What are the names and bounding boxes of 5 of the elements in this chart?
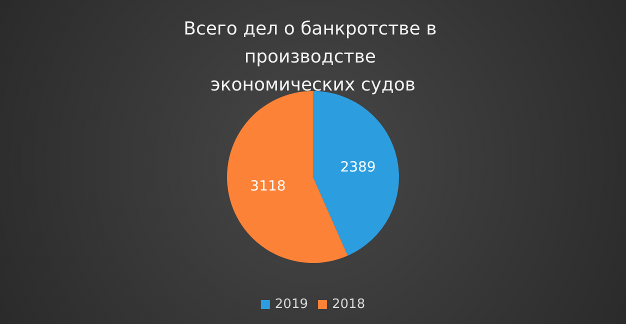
legend-label: 2019 bbox=[274, 297, 308, 312]
legend-label: 2018 bbox=[332, 297, 366, 312]
chart-title: Всего дел о банкротстве в производстве экономических судов bbox=[184, 18, 442, 96]
data-label: 3118 bbox=[250, 178, 286, 194]
data-label: 2389 bbox=[340, 160, 376, 176]
